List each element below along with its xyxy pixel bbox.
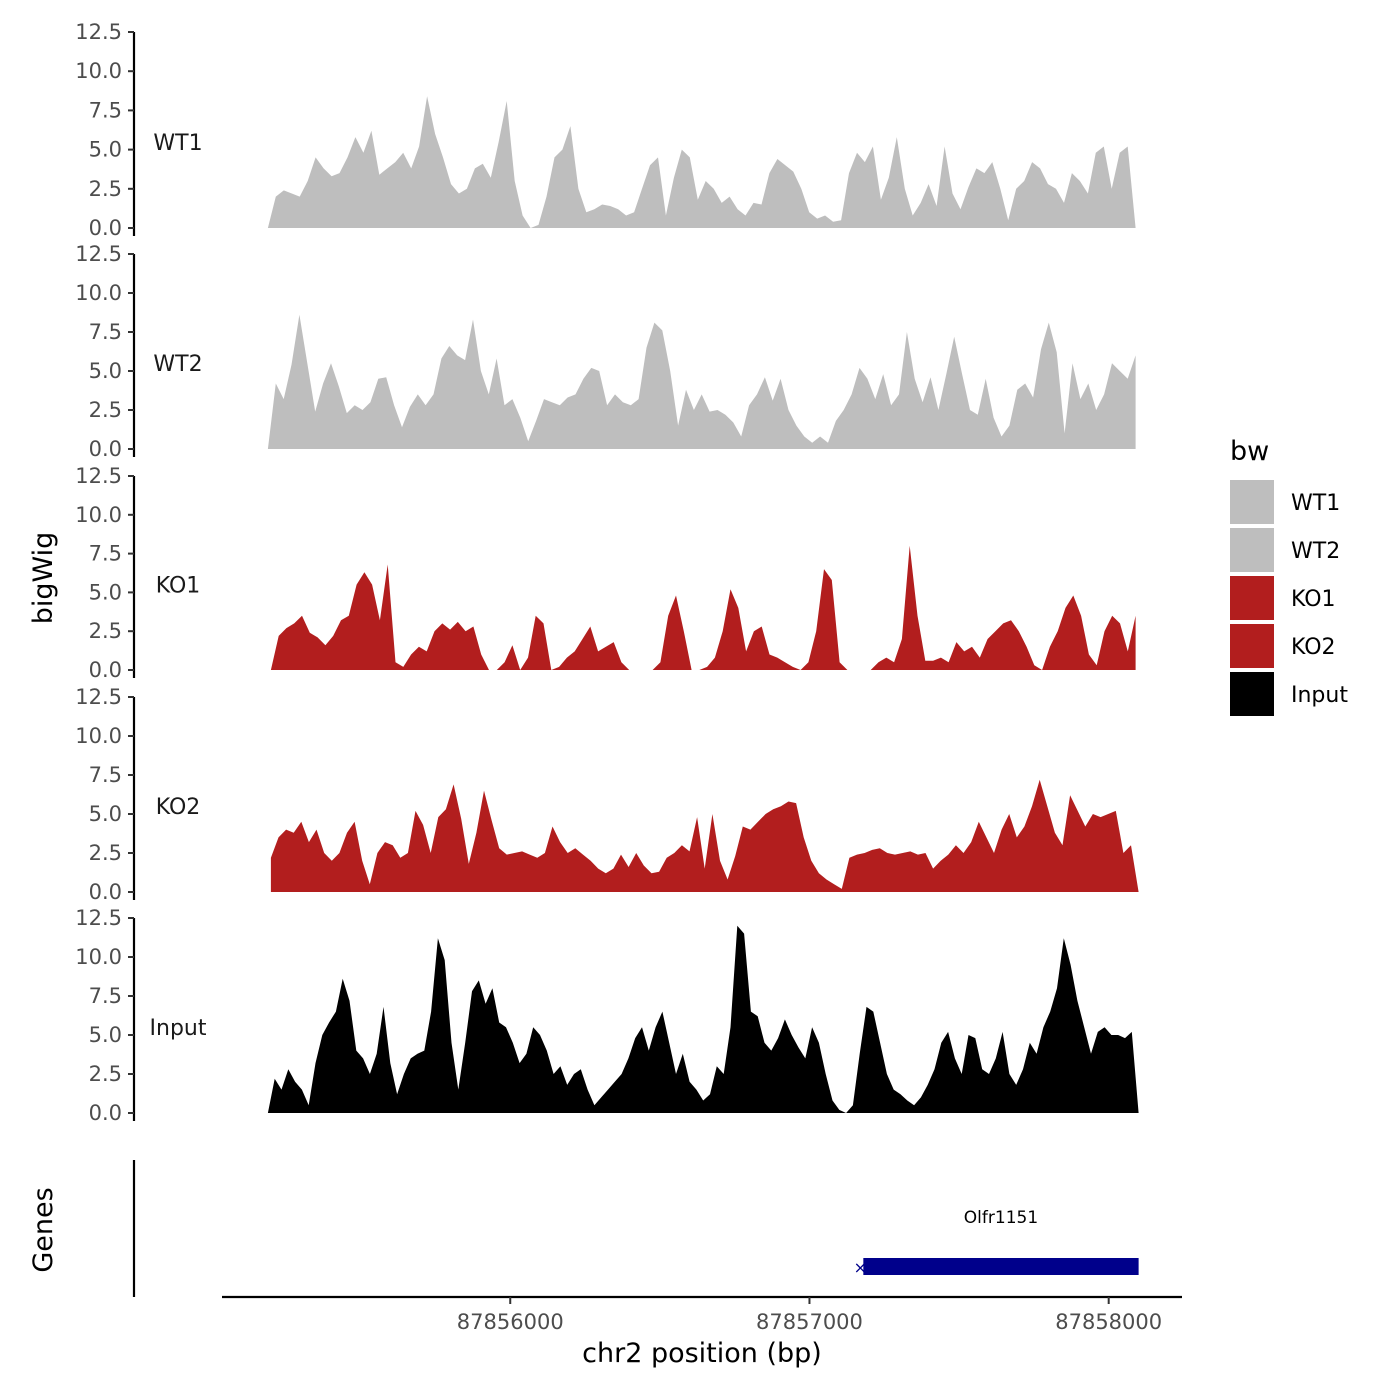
gene-olfr1151: × Olfr1151 (854, 1208, 1139, 1277)
y-tick-label: 10.0 (75, 724, 122, 748)
legend-swatch (1230, 528, 1274, 572)
area-ko2 (270, 779, 1139, 892)
y-tick-label: 7.5 (89, 763, 122, 787)
track-panel-ko1: 0.0 2.5 5.0 7.5 10.0 12.5 KO1 (75, 464, 1136, 682)
y-tick-label: 7.5 (89, 98, 122, 122)
y-tick-label: 2.5 (89, 841, 122, 865)
area-wt1 (267, 96, 1136, 228)
genes-axis-title: Genes (28, 1187, 59, 1272)
y-tick-label: 2.5 (89, 177, 122, 201)
x-axis: 87856000 87857000 87858000 (222, 1295, 1182, 1334)
legend-label: WT2 (1291, 539, 1340, 564)
legend-label: KO1 (1291, 587, 1336, 612)
y-tick-label: 12.5 (75, 242, 122, 266)
area-input (267, 925, 1139, 1113)
y-tick-label: 2.5 (89, 398, 122, 422)
track-panel-ko2: 0.0 2.5 5.0 7.5 10.0 12.5 KO2 (75, 685, 1139, 904)
tracks-layer: 0.0 2.5 5.0 7.5 10.0 12.5 WT1 0.0 2.5 5.0 7.5 10.0 1… (75, 20, 1139, 1125)
legend-swatch (1230, 624, 1274, 668)
track-label-ko1: KO1 (156, 574, 201, 599)
area-ko1 (270, 545, 1136, 670)
track-label-ko2: KO2 (156, 795, 201, 820)
legend-item-input: Input (1230, 672, 1348, 716)
y-tick-label: 12.5 (75, 464, 122, 488)
y-tick-label: 0.0 (89, 1101, 122, 1125)
legend-item-ko1: KO1 (1230, 576, 1336, 620)
y-tick-label: 12.5 (75, 20, 122, 44)
y-tick-label: 10.0 (75, 281, 122, 305)
legend-swatch (1230, 576, 1274, 620)
legend-label: Input (1291, 683, 1348, 708)
legend-swatch (1230, 480, 1274, 524)
gene-label: Olfr1151 (964, 1208, 1038, 1228)
legend-label: KO2 (1291, 635, 1336, 660)
y-tick-label: 7.5 (89, 984, 122, 1008)
legend-item-wt1: WT1 (1230, 480, 1340, 524)
y-tick-label: 10.0 (75, 59, 122, 83)
legend: bw WT1 WT2 KO1 KO2 Input (1230, 436, 1348, 716)
y-tick-label: 7.5 (89, 320, 122, 344)
y-tick-label: 5.0 (89, 359, 122, 383)
y-tick-label: 5.0 (89, 1023, 122, 1047)
y-tick-label: 10.0 (75, 945, 122, 969)
track-panel-wt1: 0.0 2.5 5.0 7.5 10.0 12.5 WT1 (75, 20, 1136, 240)
y-tick-label: 5.0 (89, 802, 122, 826)
x-tick-label: 87857000 (756, 1310, 863, 1334)
y-tick-label: 12.5 (75, 906, 122, 930)
x-axis-title: chr2 position (bp) (582, 1338, 822, 1369)
y-tick-label: 12.5 (75, 685, 122, 709)
y-tick-label: 2.5 (89, 1062, 122, 1086)
y-tick-label: 0.0 (89, 658, 122, 682)
legend-item-ko2: KO2 (1230, 624, 1336, 668)
track-panel-input: 0.0 2.5 5.0 7.5 10.0 12.5 Input (75, 906, 1139, 1125)
y-tick-label: 0.0 (89, 437, 122, 461)
y-tick-label: 2.5 (89, 619, 122, 643)
y-tick-label: 7.5 (89, 542, 122, 566)
gene-body (863, 1258, 1139, 1275)
legend-swatch (1230, 672, 1274, 716)
y-axis-title: bigWig (28, 532, 59, 625)
x-tick-label: 87856000 (457, 1310, 564, 1334)
x-tick-label: 87858000 (1055, 1310, 1162, 1334)
gene-strand-mark: × (854, 1258, 867, 1277)
area-wt2 (267, 314, 1136, 449)
y-tick-label: 0.0 (89, 216, 122, 240)
track-label-input: Input (150, 1016, 207, 1041)
track-panel-wt2: 0.0 2.5 5.0 7.5 10.0 12.5 WT2 (75, 242, 1136, 461)
y-tick-label: 0.0 (89, 880, 122, 904)
track-label-wt1: WT1 (153, 131, 202, 156)
legend-item-wt2: WT2 (1230, 528, 1340, 572)
genes-panel: × Olfr1151 (132, 1160, 1139, 1297)
legend-label: WT1 (1291, 491, 1340, 516)
legend-title: bw (1230, 436, 1269, 467)
y-tick-label: 5.0 (89, 580, 122, 604)
track-label-wt2: WT2 (153, 352, 202, 377)
y-tick-label: 10.0 (75, 503, 122, 527)
y-tick-label: 5.0 (89, 138, 122, 162)
